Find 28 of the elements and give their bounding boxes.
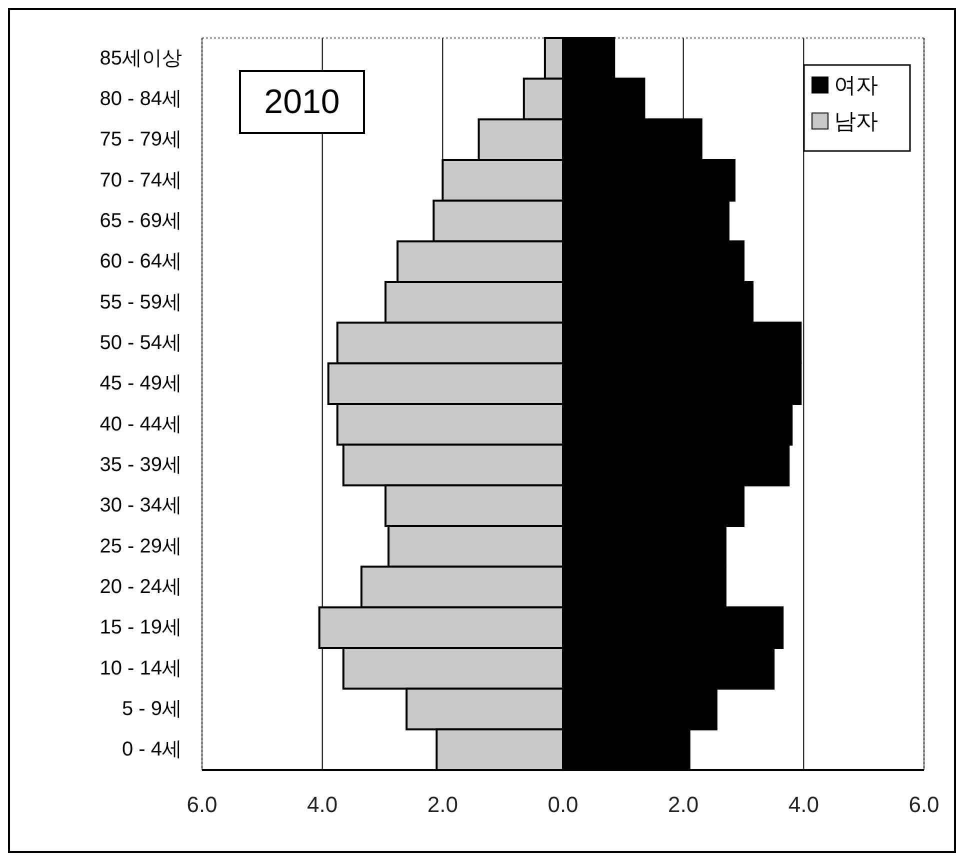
legend-label: 남자 <box>834 108 878 134</box>
annotation: 2010 <box>264 83 340 121</box>
y-tick-label: 70 - 74세 <box>100 169 182 192</box>
y-tick-label: 0 - 4세 <box>122 738 182 761</box>
x-tick-label: 4.0 <box>307 792 338 817</box>
y-tick-label: 50 - 54세 <box>100 332 182 354</box>
x-tick-label: 2.0 <box>427 792 458 817</box>
y-tick-label: 35 - 39세 <box>100 454 182 476</box>
y-tick-label: 75 - 79세 <box>100 128 182 151</box>
y-tick-label: 5 - 9세 <box>122 698 182 720</box>
y-tick-label: 85세이상 <box>100 47 182 70</box>
x-tick-label: 0.0 <box>548 792 578 817</box>
y-tick-label: 30 - 34세 <box>100 494 182 517</box>
legend-label: 여자 <box>834 72 878 98</box>
y-tick-label: 80 - 84세 <box>100 88 182 110</box>
y-tick-label: 20 - 24세 <box>100 576 182 598</box>
y-tick-label: 60 - 64세 <box>100 250 182 273</box>
y-tick-label: 15 - 19세 <box>100 616 182 639</box>
y-tick-label: 25 - 29세 <box>100 535 182 558</box>
y-tick-label: 65 - 69세 <box>100 210 182 232</box>
y-tick-label: 55 - 59세 <box>100 291 182 314</box>
y-tick-label: 45 - 49세 <box>100 372 182 395</box>
y-tick-label: 40 - 44세 <box>100 413 182 436</box>
y-tick-label: 10 - 14세 <box>100 657 182 680</box>
x-tick-label: 2.0 <box>668 792 699 817</box>
x-tick-label: 6.0 <box>186 792 218 817</box>
x-tick-label: 4.0 <box>788 792 819 817</box>
x-tick-label: 6.0 <box>908 792 940 817</box>
